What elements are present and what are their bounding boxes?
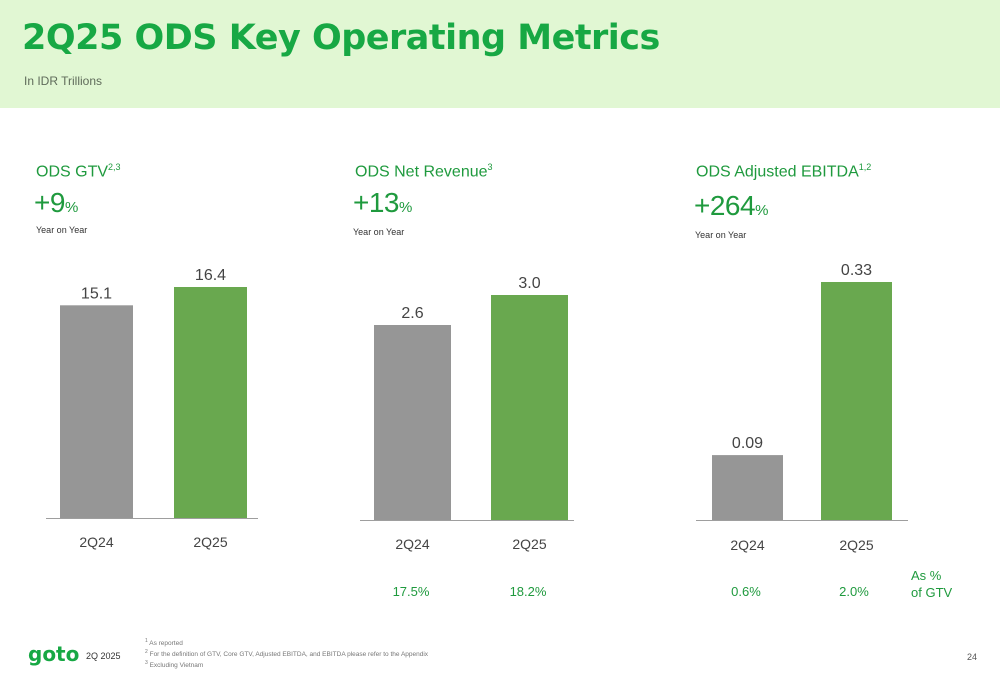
category-label-2q25: 2Q25 — [839, 537, 873, 553]
page-number: 24 — [967, 652, 978, 662]
growth-unit: % — [399, 199, 412, 216]
page-title: 2Q25 ODS Key Operating Metrics — [22, 18, 660, 58]
category-label-2q25: 2Q25 — [193, 534, 227, 550]
category-label-2q25: 2Q25 — [512, 536, 546, 552]
bar-2q25 — [174, 287, 247, 518]
value-label-2q24: 0.09 — [732, 435, 763, 452]
footnote-number: 3 — [145, 660, 148, 667]
metric-title-text: ODS Adjusted EBITDA — [696, 163, 859, 181]
value-label-2q24: 15.1 — [81, 285, 112, 302]
growth-figure: +264% — [694, 190, 768, 222]
metric-title-footnote: 2,3 — [108, 162, 121, 172]
pct-of-gtv-label: As % of GTV — [911, 567, 952, 601]
footnote-text: Excluding Vietnam — [149, 662, 204, 670]
adjusted-ebitda-bar-chart: 0.09 2Q24 0.33 2Q25 — [696, 262, 908, 553]
value-label-2q25: 0.33 — [841, 262, 872, 279]
goto-logo: goto — [28, 644, 79, 666]
report-period: 2Q 2025 — [86, 651, 121, 661]
growth-caption: Year on Year — [36, 225, 88, 235]
metric-title: ODS Adjusted EBITDA1,2 — [696, 162, 871, 181]
growth-value: +13 — [353, 187, 400, 218]
header-band: 2Q25 ODS Key Operating Metrics In IDR Tr… — [0, 0, 1000, 108]
pct-of-gtv-2q24: 17.5% — [392, 584, 430, 599]
category-label-2q24: 2Q24 — [730, 537, 764, 553]
metric-title: ODS Net Revenue3 — [355, 162, 493, 181]
footnote-number: 1 — [145, 638, 148, 644]
pct-of-gtv-label-line1: As % — [911, 568, 942, 583]
page-subtitle: In IDR Trillions — [24, 74, 103, 88]
growth-figure: +13% — [353, 187, 412, 219]
growth-unit: % — [755, 202, 768, 219]
category-label-2q24: 2Q24 — [395, 536, 429, 552]
footnote-text: As reported — [149, 640, 183, 648]
bar-2q24 — [374, 325, 451, 520]
gtv-bar-chart: 15.1 2Q24 16.4 2Q25 — [46, 267, 258, 550]
metric-title-footnote: 1,2 — [858, 162, 872, 172]
metric-title-footnote: 3 — [487, 162, 493, 172]
value-label-2q25: 16.4 — [195, 267, 226, 284]
footnote-3: 3 Excluding Vietnam — [145, 659, 428, 670]
bar-2q24 — [712, 455, 783, 520]
footnote-text: For the definition of GTV, Core GTV, Adj… — [149, 651, 429, 659]
growth-value: +9 — [34, 187, 65, 218]
metric-title-text: ODS GTV — [36, 163, 109, 181]
footnote-number: 2 — [145, 649, 148, 656]
category-label-2q24: 2Q24 — [79, 534, 113, 550]
value-label-2q24: 2.6 — [401, 305, 423, 322]
bar-2q25 — [821, 282, 892, 520]
bar-2q25 — [491, 295, 568, 520]
footnotes: 1 As reported 2 For the definition of GT… — [145, 637, 428, 670]
pct-of-gtv-2q25: 18.2% — [509, 584, 547, 599]
growth-caption: Year on Year — [695, 230, 747, 240]
growth-value: +264 — [694, 190, 756, 221]
growth-unit: % — [64, 199, 78, 216]
metric-title: ODS GTV2,3 — [36, 162, 121, 181]
net-revenue-bar-chart: 2.6 2Q24 3.0 2Q25 — [360, 275, 574, 552]
pct-of-gtv-2q24: 0.6% — [731, 584, 761, 599]
footnote-1: 1 As reported — [145, 637, 428, 648]
pct-of-gtv-label-line2: of GTV — [911, 585, 953, 600]
metric-title-text: ODS Net Revenue — [355, 163, 488, 181]
bar-2q24 — [60, 305, 133, 518]
footnote-2: 2 For the definition of GTV, Core GTV, A… — [145, 648, 428, 659]
growth-figure: +9% — [34, 187, 78, 219]
pct-of-gtv-2q25: 2.0% — [839, 584, 869, 599]
value-label-2q25: 3.0 — [518, 275, 540, 292]
goto-logo-text: goto — [28, 644, 79, 666]
growth-caption: Year on Year — [353, 227, 405, 237]
